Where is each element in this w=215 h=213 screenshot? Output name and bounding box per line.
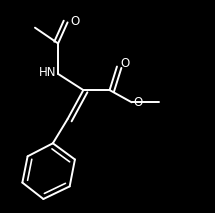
Text: HN: HN — [38, 66, 56, 79]
Text: O: O — [70, 15, 79, 28]
Text: O: O — [134, 96, 143, 109]
Text: O: O — [120, 57, 129, 70]
